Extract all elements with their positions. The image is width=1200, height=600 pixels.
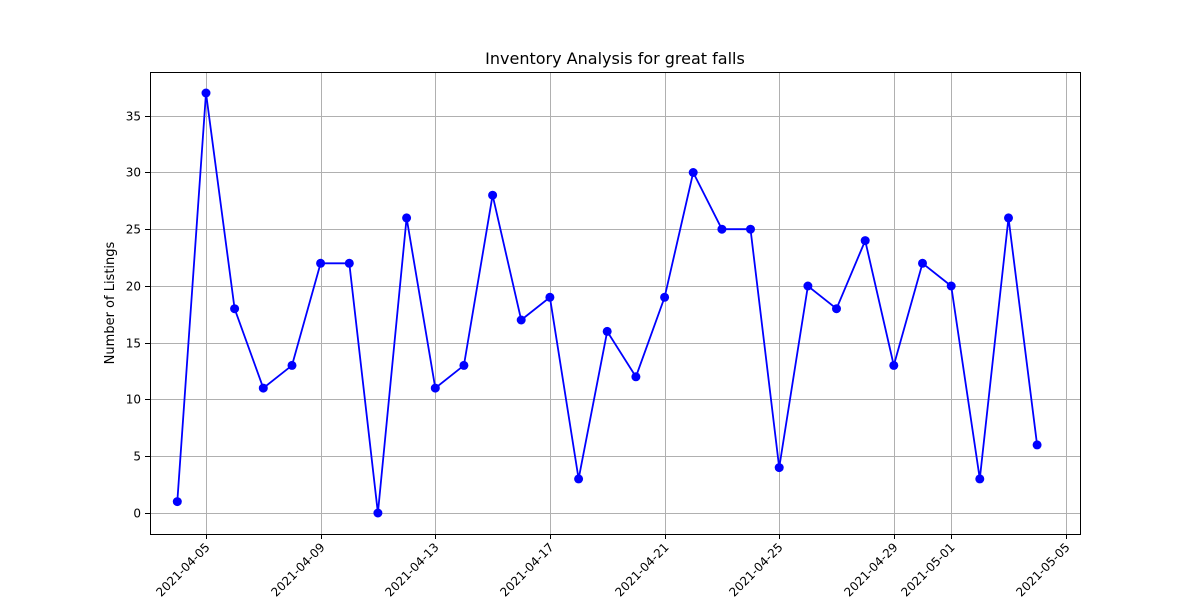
data-point [287, 360, 297, 370]
y-tick-label: 5 [133, 450, 141, 464]
data-point [946, 281, 956, 291]
data-point [172, 497, 182, 507]
data-point [488, 190, 498, 200]
data-point [459, 360, 469, 370]
series-line [176, 92, 1038, 514]
data-point [860, 236, 870, 246]
data-point [975, 474, 985, 484]
data-point [660, 292, 670, 302]
data-series [172, 88, 1042, 518]
data-point [746, 224, 755, 234]
x-axis-ticks: 2021-04-05 2021-04-09 2021-04-13 2021-04-17… [153, 534, 1073, 599]
x-tick-label: 2021-04-17 [497, 540, 556, 599]
chart-title: Inventory Analysis for great falls [485, 49, 745, 68]
x-tick-label: 2021-05-01 [898, 540, 957, 599]
y-tick-label: 20 [126, 280, 141, 294]
data-point [258, 383, 268, 393]
data-point [430, 383, 440, 393]
data-point [631, 372, 641, 382]
y-axis-label: Number of Listings [103, 241, 118, 364]
data-point [230, 304, 240, 314]
y-tick-label: 15 [126, 337, 141, 351]
x-tick-label: 2021-05-05 [1013, 540, 1072, 599]
data-point [1004, 213, 1013, 223]
x-tick-label: 2021-04-05 [153, 540, 212, 599]
data-point [717, 224, 727, 234]
y-tick-label: 30 [126, 166, 141, 180]
data-point [602, 326, 612, 336]
data-point [918, 258, 927, 268]
data-point [316, 258, 326, 268]
x-tick-label: 2021-04-29 [841, 540, 900, 599]
data-point [516, 315, 526, 325]
y-axis-ticks: 0 5 10 15 20 25 30 35 [126, 110, 150, 521]
x-tick-label: 2021-04-25 [726, 540, 785, 599]
x-tick-label: 2021-04-21 [612, 540, 671, 599]
data-point [832, 304, 841, 314]
data-point [774, 463, 784, 473]
grid-lines [150, 72, 1080, 534]
y-tick-label: 35 [126, 110, 141, 124]
x-tick-label: 2021-04-13 [382, 540, 441, 599]
y-tick-label: 25 [126, 223, 141, 237]
data-point [803, 281, 813, 291]
plot-frame [150, 72, 1081, 535]
data-point [373, 508, 383, 518]
x-tick-label: 2021-04-09 [268, 540, 327, 599]
data-point [402, 213, 412, 223]
data-point [889, 360, 899, 370]
data-point [545, 292, 555, 302]
data-point [344, 258, 354, 268]
data-point [574, 474, 584, 484]
y-tick-label: 10 [126, 393, 141, 407]
data-point [201, 88, 211, 98]
data-point [1032, 440, 1042, 450]
data-point [688, 168, 698, 177]
y-tick-label: 0 [133, 507, 141, 521]
